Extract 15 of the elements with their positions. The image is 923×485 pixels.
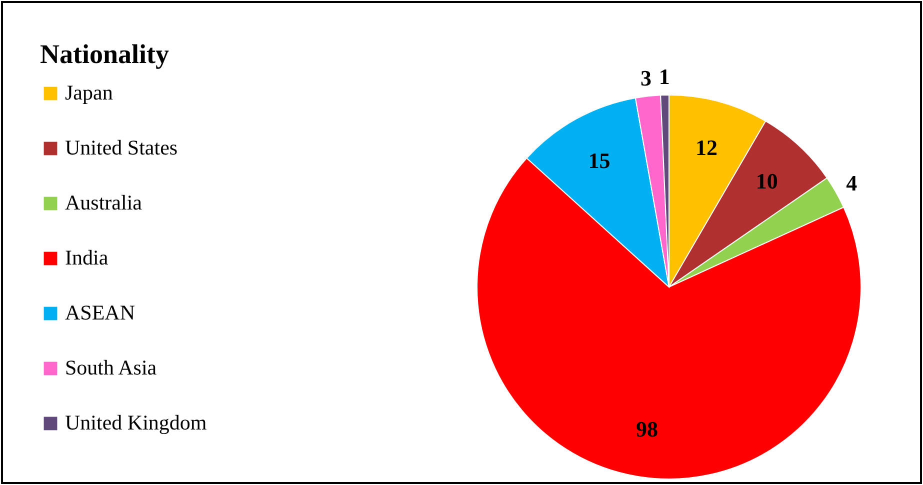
legend-label: United Kingdom xyxy=(65,410,207,434)
legend-label: Australia xyxy=(65,190,143,214)
legend-label: Japan xyxy=(65,80,114,104)
data-label: 12 xyxy=(696,134,718,160)
legend-title: Nationality xyxy=(40,39,170,69)
data-label: 4 xyxy=(846,170,858,196)
legend-label: India xyxy=(65,246,109,270)
data-label: 1 xyxy=(658,64,670,90)
data-label: 3 xyxy=(640,65,652,90)
legend-label: South Asia xyxy=(65,356,158,380)
legend-label: ASEAN xyxy=(65,300,136,324)
legend-label: United States xyxy=(65,136,178,160)
data-label: 10 xyxy=(756,168,778,194)
data-label: 15 xyxy=(588,148,610,173)
data-label: 98 xyxy=(636,416,658,442)
